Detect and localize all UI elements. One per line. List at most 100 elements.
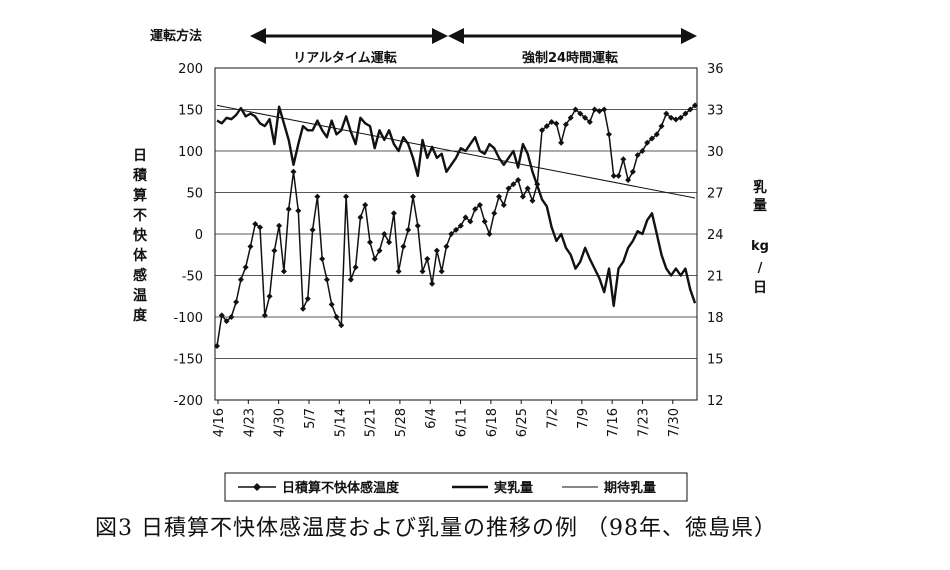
data-point [252,221,259,228]
data-point [539,127,546,134]
data-point [668,114,675,121]
y-left-tick-label: 200 [178,62,203,77]
data-point [395,268,402,275]
data-point [285,206,292,213]
data-point [433,247,440,254]
legend-item-expected-milk: 期待乳量 [562,480,656,496]
y-axis-left-label-char: 温 [133,288,147,304]
x-tick-label: 4/30 [273,408,288,437]
y-axis-right-ticks: 36 33 30 27 24 21 18 15 12 [707,62,724,409]
data-point [237,276,244,283]
data-point [553,120,560,127]
data-point [591,106,598,113]
phase-label-forced24h: 強制24時間運転 [522,50,618,66]
data-point [562,121,569,128]
y-right-tick-label: 36 [707,62,724,77]
data-point [586,118,593,125]
data-point [343,193,350,200]
y-axis-left-label-char: 日 [133,148,147,164]
data-point [443,243,450,250]
data-point [400,243,407,250]
y-left-tick-label: 0 [195,228,203,243]
data-point [601,106,608,113]
y-axis-right-label-char: 乳 [753,179,767,196]
series-group [214,102,698,350]
data-point [309,226,316,233]
y-axis-left-label-char: 快 [133,227,148,244]
data-point [223,318,230,325]
y-left-tick-label: 150 [178,104,203,119]
data-point [314,193,321,200]
data-point [572,106,579,113]
data-point [338,322,345,329]
data-point [596,108,603,115]
x-axis-ticks: 4/16 4/23 4/30 5/7 5/14 5/21 5/28 6/4 6/11 6/18 6/… [212,400,682,437]
data-point [323,276,330,283]
figure-caption: 図3 日積算不快体感温度および乳量の推移の例 （98年、徳島県） [95,516,777,541]
y-axis-left-label-char: 算 [133,187,147,204]
legend-label: 実乳量 [494,480,533,496]
data-point [376,247,383,254]
data-point [653,131,660,138]
data-point [496,193,503,200]
x-tick-label: 6/11 [455,408,470,437]
data-point [639,148,646,154]
data-point [543,123,550,130]
data-point [548,118,555,125]
y-right-tick-label: 33 [707,104,724,119]
legend-item-temperature: 日積算不快体感温度 [238,480,400,496]
phase-label-realtime: リアルタイム運転 [293,50,397,66]
data-point [491,210,498,217]
data-point [419,268,426,275]
data-point [290,168,297,175]
y-right-tick-label: 15 [707,353,724,368]
y-right-tick-label: 18 [707,311,724,326]
data-point [366,239,373,246]
data-point [510,181,517,188]
data-point [300,305,307,312]
y-axis-left-label-char: 体 [133,247,148,264]
data-point [610,172,617,179]
data-point [519,193,526,200]
y-right-tick-label: 21 [707,270,724,285]
data-point [481,218,488,225]
x-tick-label: 4/23 [242,408,257,437]
data-point [615,172,622,179]
data-point [266,293,273,300]
data-point [567,114,574,121]
data-point [692,102,698,109]
data-point [381,231,388,237]
data-point [218,312,225,319]
y-left-tick-label: 50 [186,187,203,202]
data-point [648,135,655,142]
data-point [453,226,459,233]
y-right-tick-label: 27 [707,187,724,202]
data-point [658,123,665,130]
y-axis-right-label: 乳 量 kg / 日 [751,179,769,296]
y-left-tick-label: -50 [182,270,203,285]
data-point [644,139,651,146]
data-point [261,312,268,319]
data-point [448,231,455,237]
data-point [390,210,397,217]
data-point [257,224,264,231]
data-point [295,207,302,214]
legend-diamond-marker [253,483,261,491]
y-left-tick-label: 100 [178,145,203,160]
data-point [242,264,249,271]
data-point [247,243,254,250]
y-left-tick-label: -150 [173,353,203,368]
y-left-tick-label: -200 [173,394,203,409]
x-tick-label: 4/16 [212,408,227,437]
data-point [457,222,464,229]
data-point [629,168,636,175]
data-point [500,201,507,208]
x-tick-label: 7/30 [667,408,682,437]
y-axis-left-label-char: 積 [132,167,148,184]
y-axis-left-label-char: 度 [133,307,148,324]
y-right-tick-label: 12 [707,394,724,409]
y-axis-right-label-char: 量 [753,198,767,214]
series-line [216,105,697,308]
x-tick-label: 7/2 [546,408,561,429]
